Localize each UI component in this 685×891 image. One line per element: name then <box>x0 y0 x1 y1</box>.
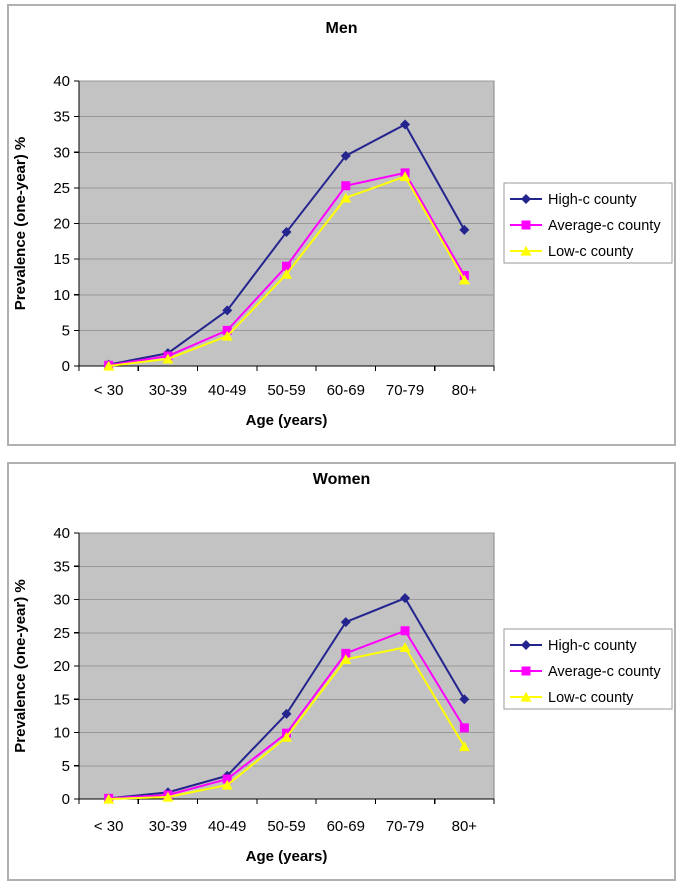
legend-diamond-marker <box>521 640 531 650</box>
y-tick-label: 30 <box>53 592 70 609</box>
y-tick-label: 20 <box>53 658 70 675</box>
men-chart-panel: Men 0 5 10 15 20 25 30 35 40 < 30 30-39 40-49 50-59 6… <box>7 4 676 446</box>
triangle-marker-low-c-county <box>221 779 233 790</box>
y-tick-label: 0 <box>62 358 70 375</box>
legend-square-marker <box>521 220 531 230</box>
x-category-label: 70-79 <box>386 818 424 835</box>
x-category-label: 80+ <box>452 818 478 835</box>
x-axis-title: Age (years) <box>246 848 328 865</box>
legend-triangle-marker <box>520 691 532 702</box>
y-tick-label: 35 <box>53 109 70 126</box>
y-axis-title: Prevalence (one-year) % <box>12 579 29 752</box>
square-marker-average-c-county <box>459 723 469 733</box>
y-tick-label: 5 <box>62 758 70 775</box>
x-category-label: < 30 <box>94 818 124 835</box>
diamond-marker-high-c-county <box>400 593 411 604</box>
x-category-label: 60-69 <box>327 382 365 399</box>
square-marker-average-c-county <box>222 774 232 784</box>
triangle-marker-low-c-county <box>103 360 115 371</box>
triangle-marker-low-c-county <box>340 654 352 664</box>
triangle-marker-low-c-county <box>162 353 174 364</box>
women-chart-panel: Women 0 5 10 15 20 25 30 35 40 < 30 30-39 40-49 50-5… <box>7 462 676 881</box>
diamond-marker-high-c-county <box>340 150 351 161</box>
triangle-marker-low-c-county <box>399 642 411 652</box>
y-tick-label: 30 <box>53 144 70 161</box>
y-tick-label: 15 <box>53 251 70 268</box>
x-category-label: 30-39 <box>149 382 187 399</box>
y-tick-label: 5 <box>62 322 70 339</box>
legend-label-average-c-county: Average-c county <box>548 218 661 234</box>
square-marker-average-c-county <box>341 181 351 191</box>
square-marker-average-c-county <box>400 626 410 636</box>
legend-box <box>503 182 673 264</box>
men-chart-title: Men <box>325 20 358 37</box>
legend-triangle-marker <box>520 245 532 256</box>
women-chart-canvas: 0 5 10 15 20 25 30 35 40 < 30 30-39 40-49 50-59 60-69… <box>12 525 673 865</box>
legend-label-high-c-county: High-c county <box>548 638 637 654</box>
y-axis-title: Prevalence (one-year) % <box>12 137 29 310</box>
legend-diamond-marker <box>521 194 531 204</box>
y-tick-label: 25 <box>53 180 70 197</box>
legend-label-average-c-county: Average-c county <box>548 664 661 680</box>
triangle-marker-low-c-county <box>399 171 411 182</box>
x-category-label: 70-79 <box>386 382 424 399</box>
men-chart-canvas: 0 5 10 15 20 25 30 35 40 < 30 30-39 40-49 50-59 60-69… <box>12 73 673 429</box>
x-category-label: 60-69 <box>327 818 365 835</box>
square-marker-average-c-county <box>341 648 351 658</box>
x-category-label: 50-59 <box>267 382 305 399</box>
x-category-label: 40-49 <box>208 382 246 399</box>
diamond-marker-high-c-county <box>281 708 292 719</box>
women-chart-title: Women <box>312 471 371 488</box>
legend-label-low-c-county: Low-c county <box>548 690 634 706</box>
triangle-marker-low-c-county <box>103 793 115 804</box>
triangle-marker-low-c-county <box>281 268 292 279</box>
y-tick-label: 10 <box>53 287 70 304</box>
diamond-marker-high-c-county <box>459 224 470 235</box>
y-tick-label: 40 <box>53 73 70 90</box>
y-tick-label: 20 <box>53 216 70 233</box>
x-category-label: 40-49 <box>208 818 246 835</box>
y-tick-label: 15 <box>53 691 70 708</box>
triangle-marker-low-c-county <box>221 330 233 341</box>
legend-label-low-c-county: Low-c county <box>548 244 634 260</box>
legend-square-marker <box>521 666 531 676</box>
diamond-marker-high-c-county <box>281 227 292 238</box>
legend-box <box>503 628 673 710</box>
y-tick-label: 25 <box>53 625 70 642</box>
diamond-marker-high-c-county <box>459 694 470 705</box>
x-axis-title: Age (years) <box>246 412 328 429</box>
triangle-marker-low-c-county <box>162 791 174 802</box>
square-marker-average-c-county <box>282 261 291 271</box>
triangle-marker-low-c-county <box>281 731 292 742</box>
y-tick-label: 0 <box>62 791 70 808</box>
diamond-marker-high-c-county <box>222 305 233 316</box>
x-category-label: 50-59 <box>267 818 305 835</box>
x-category-label: 30-39 <box>149 818 187 835</box>
y-tick-label: 10 <box>53 725 70 742</box>
x-category-label: 80+ <box>452 382 478 399</box>
y-tick-label: 40 <box>53 525 70 542</box>
diamond-marker-high-c-county <box>340 617 351 628</box>
legend-label-high-c-county: High-c county <box>548 192 637 208</box>
triangle-marker-low-c-county <box>458 274 470 285</box>
diamond-marker-high-c-county <box>400 119 411 130</box>
triangle-marker-low-c-county <box>340 192 352 203</box>
y-tick-label: 35 <box>53 558 70 575</box>
triangle-marker-low-c-county <box>458 741 470 752</box>
x-category-label: < 30 <box>94 382 124 399</box>
